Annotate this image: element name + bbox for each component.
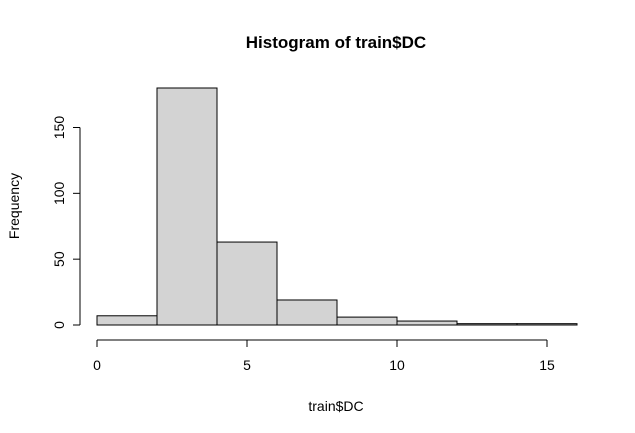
histogram-bar-3 xyxy=(276,299,338,326)
histogram-bar-1 xyxy=(156,87,218,326)
histogram-bar-5 xyxy=(396,320,458,326)
y-axis-label: Frequency xyxy=(6,173,22,239)
y-tick-label-3: 150 xyxy=(51,116,67,140)
histogram-bar-0 xyxy=(96,315,158,326)
x-tick-label-0: 0 xyxy=(93,357,101,373)
bars xyxy=(96,87,578,326)
x-tick-label-2: 10 xyxy=(389,357,405,373)
x-axis-label: train$DC xyxy=(308,398,363,414)
chart-title: Histogram of train$DC xyxy=(246,33,426,52)
x-tick-label-3: 15 xyxy=(539,357,555,373)
y-tick-label-0: 0 xyxy=(51,321,67,329)
histogram-bar-2 xyxy=(216,241,278,326)
x-axis: 0 5 10 15 xyxy=(93,339,555,373)
histogram-bar-7 xyxy=(516,323,578,326)
x-tick-label-1: 5 xyxy=(243,357,251,373)
histogram-bar-4 xyxy=(336,316,398,326)
y-tick-label-1: 50 xyxy=(51,251,67,267)
y-axis: 0 50 100 150 xyxy=(51,116,81,329)
histogram-bar-6 xyxy=(456,323,518,326)
y-tick-label-2: 100 xyxy=(51,181,67,205)
